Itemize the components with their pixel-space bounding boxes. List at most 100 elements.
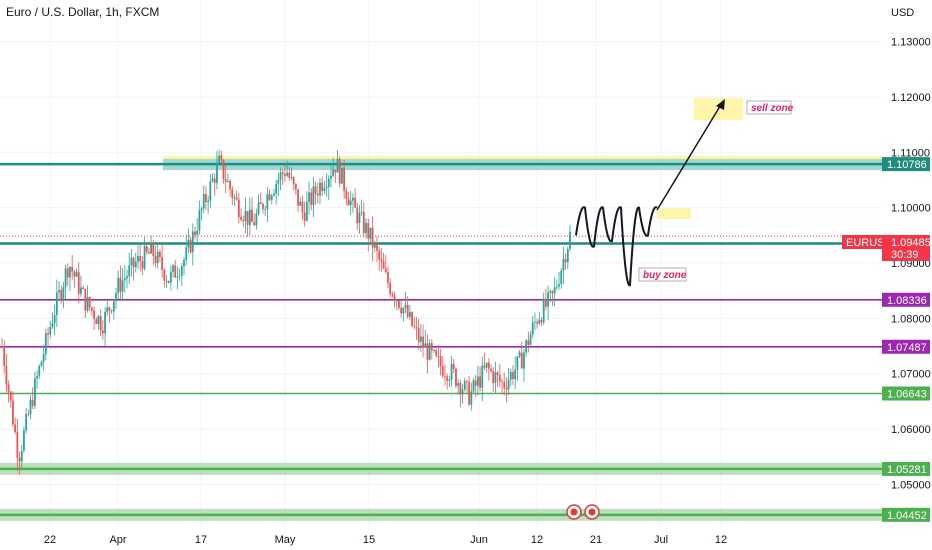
candle-body xyxy=(62,287,65,299)
candle-body xyxy=(490,368,492,372)
candle-body xyxy=(123,278,126,281)
candle-body xyxy=(12,400,14,425)
candle-body xyxy=(143,246,146,269)
candle-body xyxy=(64,268,67,288)
candle-body xyxy=(130,257,133,266)
candle-body xyxy=(97,316,100,325)
candle-body xyxy=(481,365,484,388)
target-arrow xyxy=(656,102,723,211)
candle-body xyxy=(310,192,313,206)
candle-body xyxy=(351,197,354,201)
candle-body xyxy=(148,251,150,254)
level-price-tag xyxy=(882,339,930,354)
candle-body xyxy=(220,155,223,160)
candle-body xyxy=(516,356,519,370)
candle-body xyxy=(101,330,104,334)
candle-body xyxy=(259,202,262,204)
candle-body xyxy=(476,376,479,386)
grid xyxy=(0,0,882,526)
candle-body xyxy=(137,255,139,262)
candle-body xyxy=(66,268,69,278)
candle-body xyxy=(369,227,372,239)
candle-body xyxy=(413,325,416,327)
economic-event-icons[interactable] xyxy=(566,504,600,520)
candle-body xyxy=(5,366,8,385)
candle-body xyxy=(569,231,571,249)
candle-body xyxy=(273,193,275,196)
candle-body xyxy=(158,251,161,258)
candle-body xyxy=(196,230,199,235)
candle-body xyxy=(84,288,87,311)
candle-body xyxy=(9,391,12,401)
candle-body xyxy=(334,169,337,173)
candle-body xyxy=(27,414,30,415)
level-price-text: 1.05281 xyxy=(887,464,927,476)
candle-body xyxy=(180,266,183,277)
price-axis[interactable] xyxy=(882,0,932,550)
candle-body xyxy=(472,380,475,392)
candle-body xyxy=(474,380,477,386)
candle-body xyxy=(290,177,293,179)
candle-body xyxy=(382,261,385,269)
candle-body xyxy=(417,327,420,342)
candle-body xyxy=(529,334,532,345)
candle-body xyxy=(400,307,403,314)
candle-body xyxy=(281,172,284,175)
time-axis[interactable] xyxy=(0,526,882,550)
candle-body xyxy=(426,343,429,360)
candle-body xyxy=(560,270,563,285)
candle-body xyxy=(200,208,203,211)
buy-zone-label: buy zone xyxy=(643,270,687,281)
price-tick-label: 1.08000 xyxy=(891,313,931,325)
candle-body xyxy=(18,457,21,462)
level-zone-highlight xyxy=(163,156,882,160)
candle-body xyxy=(555,286,558,288)
candle-body xyxy=(95,319,98,325)
price-tick-label: 1.11000 xyxy=(891,147,930,159)
candle-body xyxy=(134,261,137,268)
candle-body xyxy=(457,382,460,386)
candle-body xyxy=(275,183,278,194)
candle-body xyxy=(312,186,315,206)
candle-body xyxy=(286,172,288,176)
candle-body xyxy=(7,384,10,392)
candle-body xyxy=(262,203,264,210)
last-price-text: 1.09485 xyxy=(891,237,931,249)
candle-body xyxy=(253,221,256,226)
buy-target-box xyxy=(657,208,691,219)
candle-body xyxy=(395,300,398,302)
price-tick-label: 1.06000 xyxy=(891,424,931,436)
candle-body xyxy=(71,266,74,272)
candle-body xyxy=(93,310,96,320)
candle-body xyxy=(156,251,159,264)
candle-body xyxy=(402,307,405,314)
candle-body xyxy=(145,246,148,252)
level-lines xyxy=(0,156,882,521)
candle-body xyxy=(202,193,205,209)
candle-body xyxy=(444,375,446,377)
candle-body xyxy=(33,378,36,406)
candle-body xyxy=(183,259,185,267)
candle-body xyxy=(132,257,135,268)
event-flag-dot-icon xyxy=(588,508,596,516)
candle-body xyxy=(119,277,122,292)
candle-body xyxy=(380,259,383,262)
candle-body xyxy=(419,336,422,342)
candle-body xyxy=(277,179,280,184)
candle-body xyxy=(213,178,216,184)
candle-body xyxy=(389,283,392,294)
candle-body xyxy=(314,186,317,194)
candle-body xyxy=(47,333,49,335)
candle-body xyxy=(169,271,172,283)
candle-body xyxy=(479,376,481,388)
candle-body xyxy=(172,265,174,272)
candle-body xyxy=(242,219,245,221)
level-price-tag xyxy=(882,386,930,401)
candle-body xyxy=(224,179,227,182)
candle-body xyxy=(126,276,128,279)
candle-body xyxy=(167,280,170,283)
candle-body xyxy=(187,239,190,248)
candle-body xyxy=(29,399,32,415)
candle-body xyxy=(325,186,328,188)
candle-body xyxy=(128,265,131,277)
